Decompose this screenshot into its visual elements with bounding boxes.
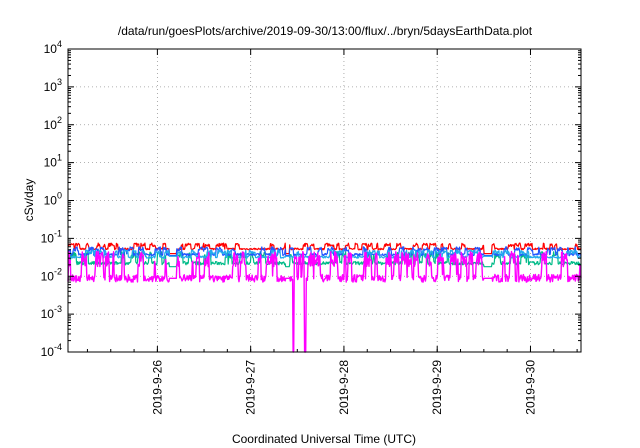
series-line-2	[67, 250, 582, 268]
y-tick-label: 10-1	[41, 228, 62, 245]
axes: 10-4 10-3 10-2 10-1 100 101 102 103 104 2019-9-26…	[41, 39, 581, 415]
x-tick-label: 2019-9-30	[523, 360, 537, 415]
x-tick-label: 2019-9-28	[337, 360, 351, 415]
series-line-5	[67, 250, 582, 353]
y-tick-label: 10-3	[41, 304, 62, 321]
series-line-4	[67, 249, 582, 259]
x-tick-label: 2019-9-26	[150, 360, 164, 415]
x-tick-label: 2019-9-27	[244, 360, 258, 415]
series-layer	[67, 242, 582, 353]
series-line-1	[67, 242, 582, 255]
y-axis-title: cSv/day	[22, 179, 36, 222]
y-tick-label: 103	[44, 77, 62, 94]
grid	[68, 49, 581, 352]
y-tick-label: 10-2	[41, 266, 62, 283]
x-tick-label: 2019-9-29	[430, 360, 444, 415]
y-tick-label: 104	[44, 39, 62, 56]
y-tick-label: 102	[44, 115, 62, 132]
y-tick-label: 101	[44, 153, 62, 170]
chart-title: /data/run/goesPlots/archive/2019-09-30/1…	[118, 24, 533, 38]
y-tick-label: 10-4	[41, 342, 62, 359]
y-tick-label: 100	[44, 191, 62, 208]
x-axis-title: Coordinated Universal Time (UTC)	[232, 432, 416, 446]
series-line-3	[68, 246, 582, 257]
